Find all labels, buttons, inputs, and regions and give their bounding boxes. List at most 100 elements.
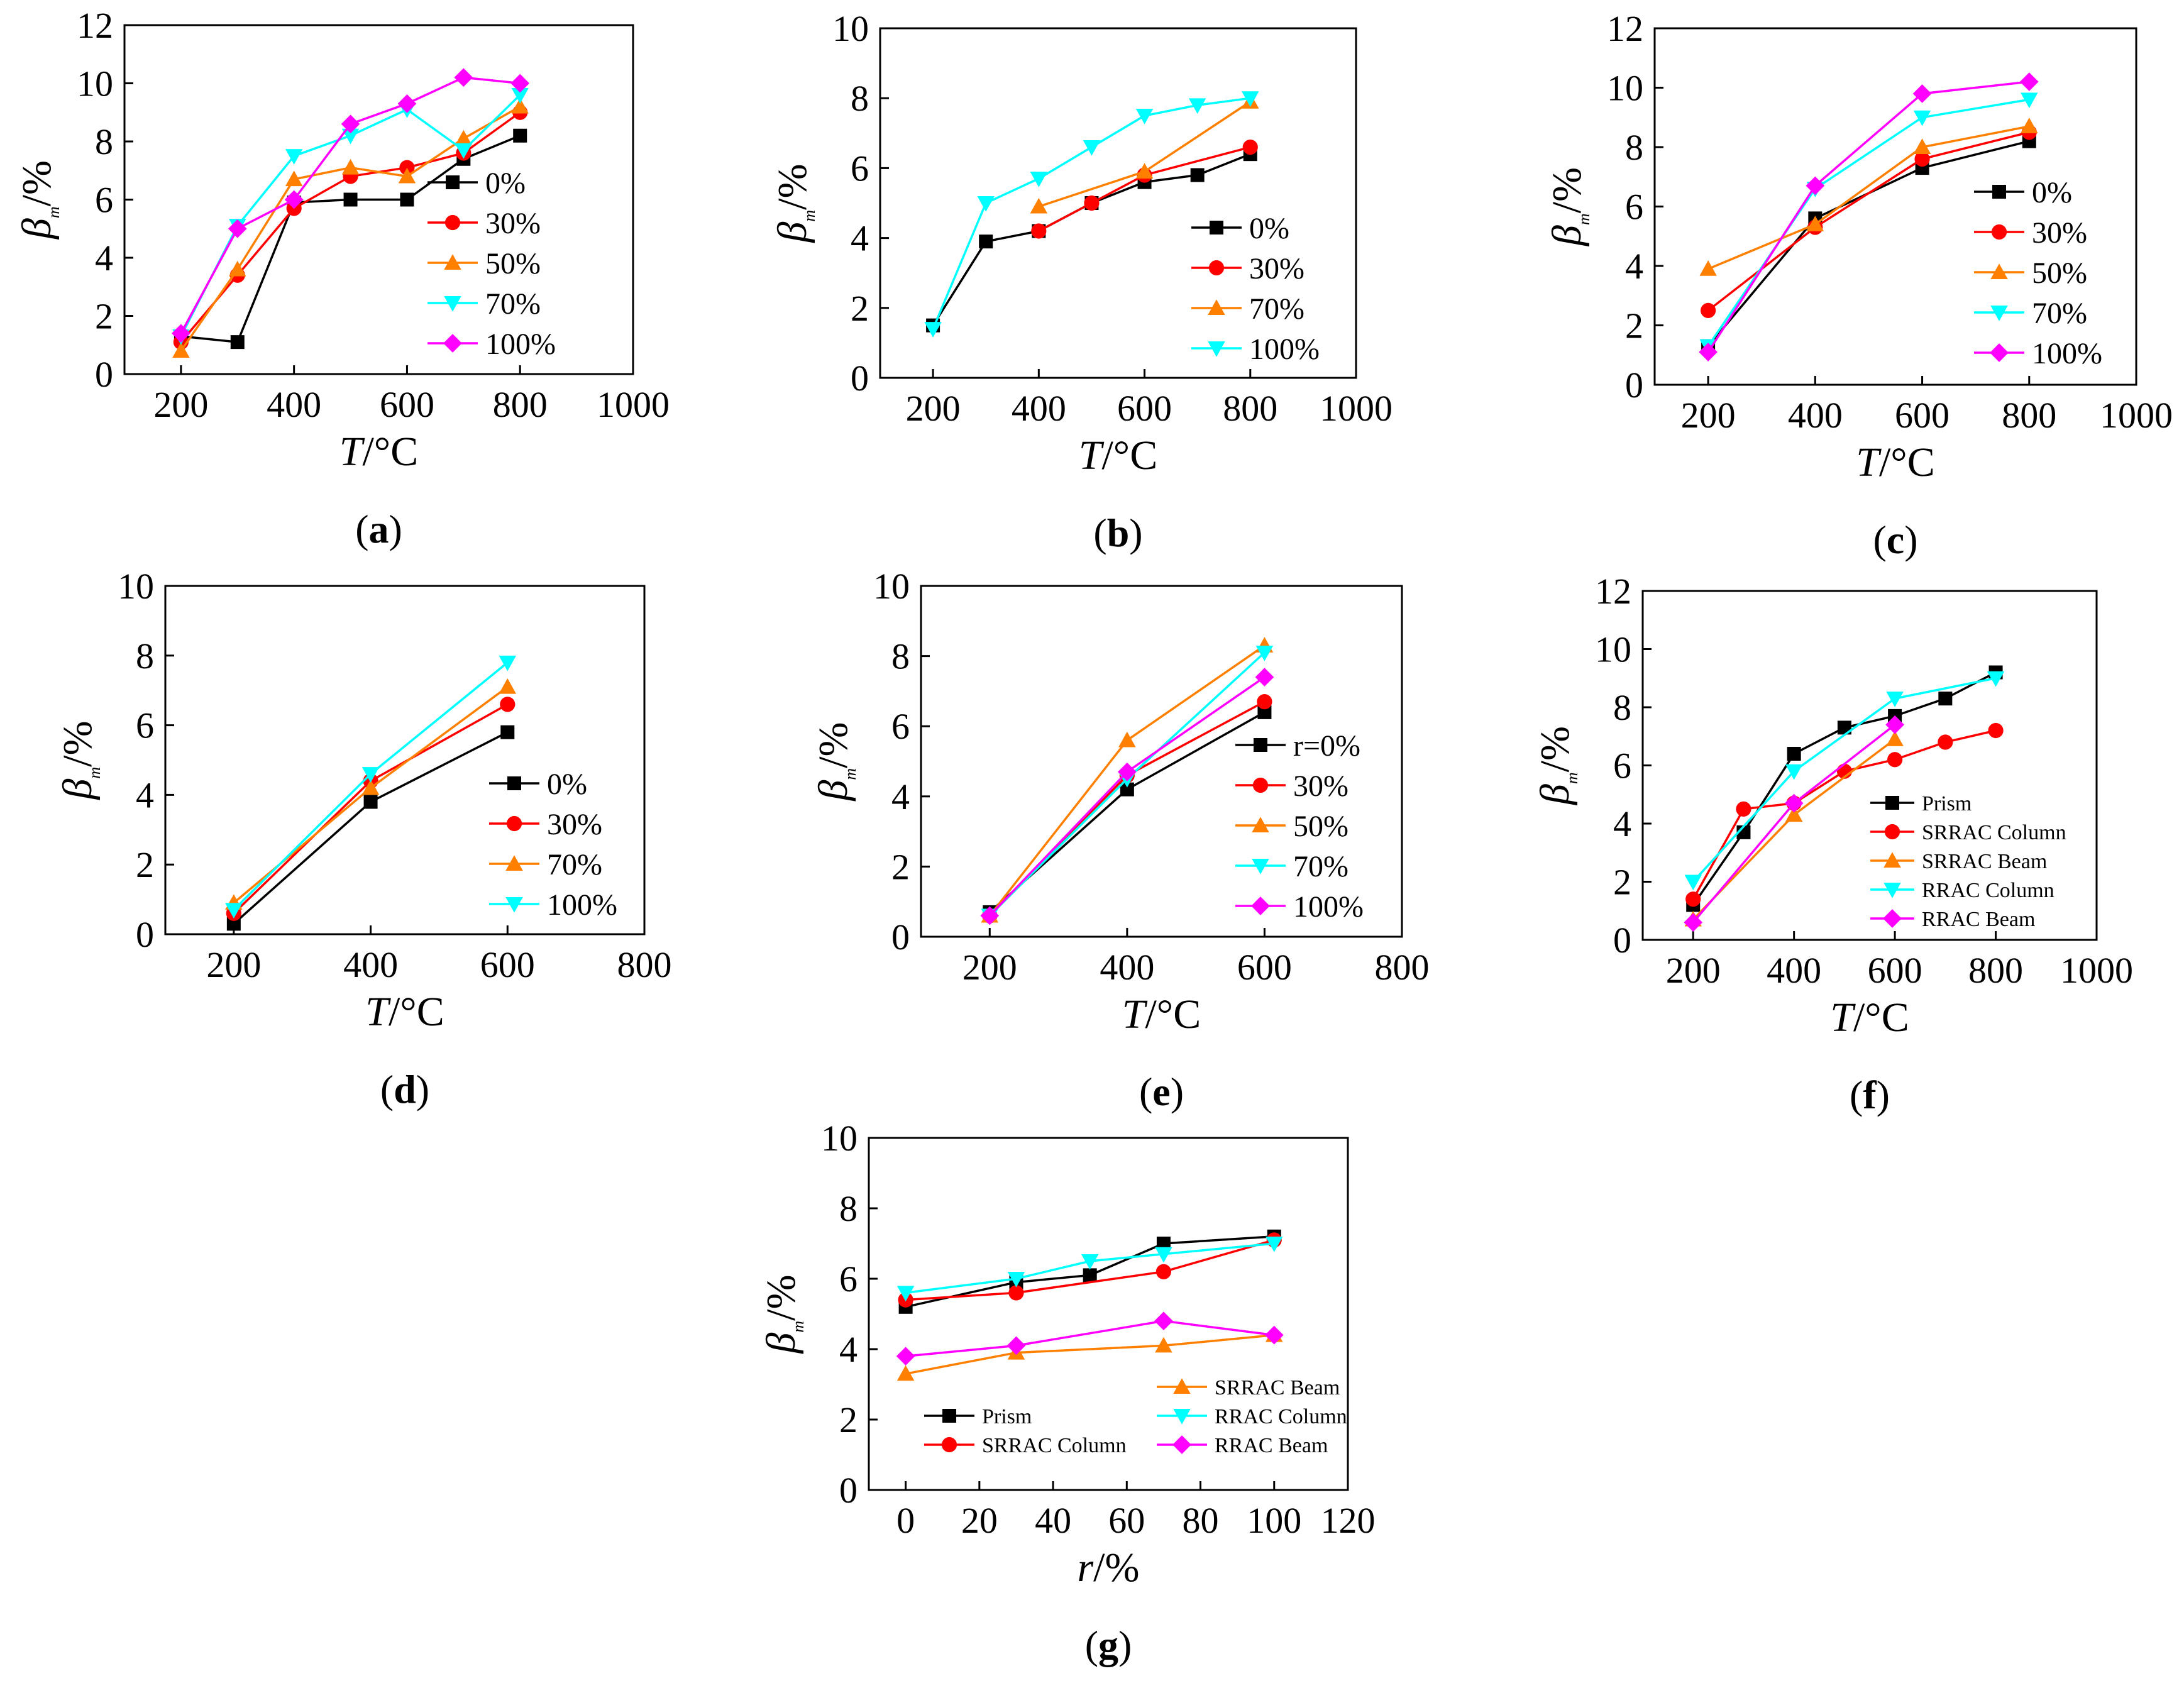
y-axis-label: βm/%	[14, 160, 63, 240]
x-tick-label: 800	[1223, 388, 1277, 429]
data-point	[1988, 722, 2004, 739]
legend-label: 100%	[485, 328, 556, 361]
legend: Prism SRRAC Column SRRAC Beam RRAC Column RR…	[1870, 792, 2066, 931]
data-point	[1135, 163, 1154, 179]
data-point	[361, 779, 380, 795]
series-line	[233, 703, 509, 915]
data-point	[1913, 110, 1931, 126]
data-point	[229, 260, 246, 277]
data-point	[285, 149, 303, 165]
x-tick-label: 1000	[1320, 388, 1393, 429]
y-tick-label: 0	[136, 914, 154, 955]
y-tick-label: 8	[1625, 127, 1643, 168]
x-tick-label: 200	[962, 947, 1017, 988]
y-axis-label: βm/%	[769, 164, 819, 244]
data-point	[499, 655, 517, 671]
data-point	[1242, 91, 1259, 107]
y-tick-label: 10	[1595, 629, 1631, 670]
legend-label: 100%	[547, 888, 617, 922]
chart-panel-b: 200 400 600 800 1000 0 2 4 6 8 10 T/°C βm/% (b) 0% 30% 7…	[769, 8, 1393, 555]
y-tick-label: 6	[95, 180, 113, 221]
data-point	[1684, 874, 1702, 891]
x-tick-label: 60	[1108, 1500, 1145, 1541]
y-tick-label: 10	[873, 566, 910, 607]
y-tick-label: 10	[77, 63, 113, 104]
legend-marker	[506, 815, 522, 832]
x-tick-label: 800	[1375, 947, 1430, 988]
series-rrac-beam	[1684, 715, 1904, 932]
data-point	[343, 192, 358, 207]
x-axis-label: T/°C	[1079, 433, 1157, 478]
legend-label: SRRAC Column	[1922, 821, 2066, 844]
y-tick-label: 0	[95, 354, 113, 395]
x-tick-label: 400	[1100, 947, 1154, 988]
series-line	[1707, 131, 2030, 312]
legend-marker	[1992, 185, 2006, 199]
plot-frame	[868, 1137, 1349, 1491]
data-point	[1699, 260, 1717, 276]
legend-marker	[1210, 221, 1223, 234]
legend-marker	[444, 296, 461, 312]
x-tick-label: 400	[267, 384, 321, 425]
data-point	[1188, 98, 1206, 114]
data-point	[454, 68, 473, 87]
data-point	[1886, 731, 1904, 746]
data-point	[226, 917, 241, 931]
x-axis-label: T/°C	[339, 429, 418, 475]
chart-panel-a: 200 400 600 800 1000 0 2 4 6 8 10 12 T/°C βm/% (a) 0% 30…	[14, 5, 670, 551]
legend-marker	[1990, 343, 2009, 362]
series-30-	[1031, 139, 1258, 239]
panel-label: (f)	[1850, 1073, 1890, 1117]
x-tick-label: 200	[1681, 395, 1736, 436]
legend-label: RRAC Beam	[1922, 908, 2035, 931]
series-70-	[981, 646, 1274, 925]
legend: 0% 30% 50% 70% 100%	[427, 167, 556, 361]
data-point	[1685, 891, 1701, 907]
y-axis-label: βm/%	[55, 721, 104, 801]
y-tick-label: 12	[1595, 571, 1631, 612]
x-tick-label: 600	[480, 944, 535, 985]
data-point	[1787, 747, 1801, 761]
data-point	[1806, 176, 1825, 196]
data-point	[1938, 734, 1953, 750]
series-rrac-beam	[896, 1311, 1284, 1366]
data-point	[1885, 715, 1904, 734]
x-tick-label: 200	[206, 944, 261, 985]
x-tick-label: 400	[1767, 950, 1821, 991]
y-tick-label: 8	[95, 121, 113, 162]
y-tick-label: 2	[1613, 862, 1631, 903]
legend-label: 70%	[547, 848, 602, 881]
data-point	[1264, 1325, 1284, 1345]
data-point	[1684, 913, 1703, 932]
legend: r=0% 30% 50% 70% 100%	[1235, 729, 1364, 924]
legend-marker	[1883, 909, 1902, 928]
data-point	[172, 342, 190, 358]
data-point	[397, 94, 417, 113]
y-tick-label: 8	[136, 636, 154, 676]
legend-marker	[507, 776, 521, 790]
x-tick-label: 100	[1247, 1500, 1301, 1541]
data-point	[399, 160, 415, 175]
legend-marker	[1990, 306, 2008, 321]
data-point	[1081, 1254, 1099, 1270]
y-tick-label: 8	[839, 1188, 858, 1229]
x-tick-label: 200	[1666, 950, 1721, 991]
legend-label: 100%	[1249, 333, 1320, 366]
series-line	[905, 1320, 1274, 1357]
series-line	[1707, 140, 2030, 347]
data-point	[284, 190, 304, 209]
x-tick-label: 200	[153, 384, 208, 425]
legend-marker	[1208, 299, 1225, 315]
data-point	[980, 906, 1000, 925]
legend: 0% 30% 70% 100%	[489, 768, 617, 922]
panel-label: (e)	[1139, 1069, 1184, 1114]
legend-label: 0%	[1249, 212, 1289, 245]
data-point	[1155, 1337, 1172, 1353]
x-tick-label: 800	[493, 384, 548, 425]
series-line	[1692, 677, 1996, 883]
data-point	[225, 903, 243, 918]
data-point	[1257, 694, 1272, 710]
data-point	[1785, 806, 1803, 822]
x-tick-label: 80	[1183, 1500, 1219, 1541]
y-axis-label: βm/%	[758, 1275, 807, 1355]
